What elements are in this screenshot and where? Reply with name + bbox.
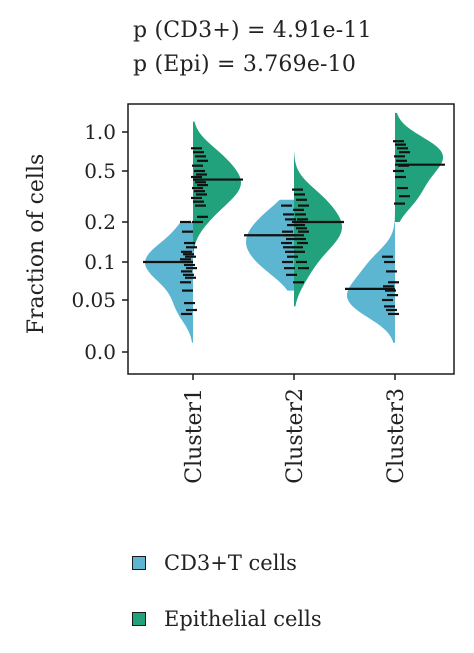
legend-swatch-cd3 (132, 556, 146, 570)
x-axis: Cluster1 Cluster2 Cluster3 (182, 374, 409, 484)
violin-right-cluster3 (395, 112, 443, 222)
y-axis-label: Fraction of cells (24, 154, 49, 335)
median-layer (143, 163, 445, 290)
x-tick-label: Cluster1 (182, 388, 207, 484)
legend-label-epi: Epithelial cells (164, 607, 322, 631)
y-tick-label: 0.2 (84, 210, 116, 234)
x-tick-label: Cluster3 (384, 388, 409, 484)
plot-frame (127, 103, 455, 375)
y-tick-label: 1.0 (84, 120, 116, 144)
violin-left-cluster2 (246, 199, 294, 291)
legend-swatch-epi (132, 612, 146, 626)
y-tick-label: 0.0 (84, 340, 116, 364)
violin-layer (145, 112, 443, 343)
violin-left-cluster3 (347, 209, 395, 343)
y-axis: 1.0 0.5 0.2 0.1 0.05 0.0 (71, 120, 128, 364)
p-value-epi: p (Epi) = 3.769e-10 (133, 52, 357, 77)
p-value-cd3: p (CD3+) = 4.91e-11 (133, 18, 372, 43)
x-tick-label: Cluster2 (283, 388, 308, 484)
violin-right-cluster1 (193, 121, 241, 257)
y-tick-label: 0.1 (84, 250, 116, 274)
legend-label-cd3: CD3+T cells (164, 551, 297, 575)
y-tick-label: 0.5 (84, 159, 116, 183)
legend-item-epi: Epithelial cells (132, 604, 322, 634)
legend-item-cd3: CD3+T cells (132, 548, 297, 578)
points-layer (180, 140, 410, 316)
y-tick-label: 0.05 (71, 288, 116, 312)
